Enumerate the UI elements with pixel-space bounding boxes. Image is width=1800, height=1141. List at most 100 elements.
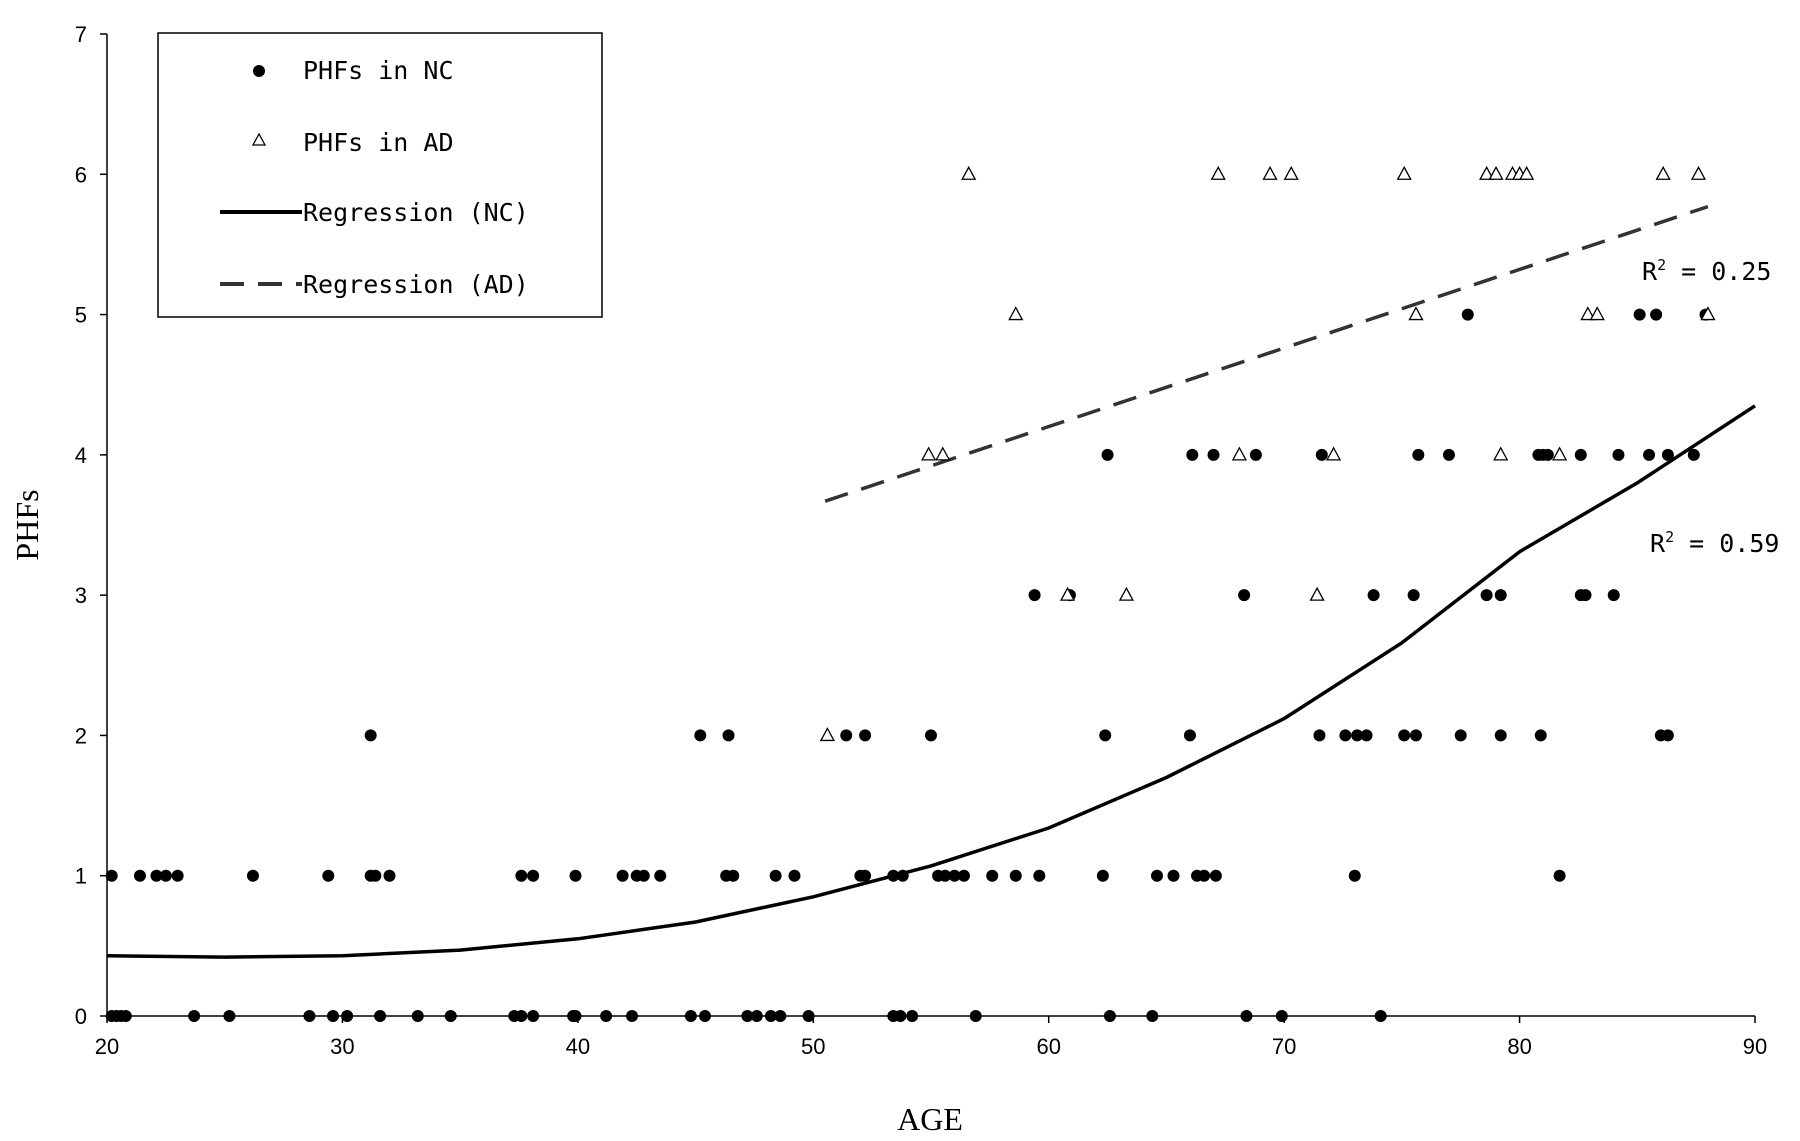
nc-data-point [150, 869, 163, 882]
nc-data-point [1183, 729, 1196, 742]
ad-data-point [1488, 165, 1504, 180]
nc-data-point [159, 869, 172, 882]
legend-nc-label: PHFs in NC [303, 56, 454, 85]
nc-data-point [1398, 729, 1411, 742]
ad-data-point [1283, 165, 1299, 180]
ad-data-point [1309, 586, 1325, 601]
ad-data-point [1493, 446, 1509, 461]
nc-data-point [1633, 308, 1646, 321]
nc-data-point [859, 869, 872, 882]
nc-data-point [616, 869, 629, 882]
nc-data-point [1534, 729, 1547, 742]
nc-data-point [1607, 589, 1620, 602]
nc-data-point [1494, 589, 1507, 602]
nc-data-point [1198, 869, 1211, 882]
nc-data-point [1661, 729, 1674, 742]
ad-data-point [935, 446, 951, 461]
nc-data-point [896, 869, 909, 882]
nc-data-point [1351, 729, 1364, 742]
nc-regression-line [106, 404, 1756, 959]
ad-data-point [1118, 586, 1134, 601]
y-axis-ticks: 0 1 2 3 4 5 6 7 [75, 22, 107, 1029]
nc-data-point [1315, 448, 1328, 461]
nc-data-point [1167, 869, 1180, 882]
ad-data-point [1059, 586, 1076, 601]
nc-data-point [1360, 729, 1373, 742]
nc-data-point [369, 869, 382, 882]
nc-r-squared-label: R2 = 0.59 [1650, 528, 1779, 558]
legend-box [157, 32, 603, 318]
legend-ad-label: PHFs in AD [303, 128, 454, 157]
nc-data-point [654, 869, 667, 882]
y-axis-title: PHFs [9, 489, 45, 560]
legend-ad-marker [251, 132, 267, 146]
nc-data-point [1238, 589, 1251, 602]
legend-ad-regression-label: Regression (AD) [303, 270, 529, 299]
nc-data-point [1643, 448, 1656, 461]
nc-data-point [1494, 729, 1507, 742]
x-tick-label: 60 [1036, 1034, 1060, 1059]
ad-data-point [1231, 446, 1248, 461]
ad-data-point [1008, 306, 1024, 321]
nc-data-point [569, 869, 582, 882]
nc-data-point [694, 729, 707, 742]
legend-nc-marker [253, 65, 265, 77]
nc-data-point [1339, 729, 1352, 742]
nc-data-point [1096, 869, 1109, 882]
nc-data-point [1249, 448, 1262, 461]
nc-data-point [1574, 448, 1587, 461]
nc-data-point [1407, 589, 1420, 602]
ad-data-point [1325, 446, 1342, 461]
ad-data-point [1690, 165, 1707, 180]
nc-data-point [1661, 448, 1674, 461]
x-tick-label: 90 [1743, 1034, 1767, 1059]
nc-data-point [1151, 869, 1164, 882]
nc-data-point [364, 729, 377, 742]
nc-data-point [840, 729, 853, 742]
y-tick-label: 2 [75, 723, 87, 748]
nc-data-point [788, 869, 801, 882]
nc-data-point [1028, 589, 1041, 602]
ad-data-point [1262, 165, 1278, 180]
x-tick-label: 30 [330, 1034, 354, 1059]
nc-data-point [1099, 729, 1112, 742]
ad-data-point [961, 165, 977, 180]
y-tick-label: 5 [75, 303, 87, 328]
x-tick-label: 70 [1272, 1034, 1296, 1059]
nc-data-point [1207, 448, 1220, 461]
ad-r-squared-label: R2 = 0.25 [1642, 256, 1771, 286]
nc-data-point [1579, 589, 1592, 602]
x-tick-label: 80 [1507, 1034, 1531, 1059]
regression-lines [106, 204, 1756, 959]
nc-data-point [1348, 869, 1361, 882]
y-tick-label: 7 [75, 22, 87, 47]
y-tick-label: 4 [75, 443, 87, 468]
nc-data-point [246, 869, 259, 882]
ad-data-point [1396, 165, 1412, 180]
x-axis-title: AGE [897, 1101, 963, 1137]
nc-data-point [1480, 589, 1493, 602]
y-tick-label: 1 [75, 864, 87, 889]
legend-nc-regression-label: Regression (NC) [303, 198, 529, 227]
ad-data-point [1700, 306, 1716, 321]
nc-data-point [1313, 729, 1326, 742]
ad-data-point [1210, 165, 1226, 180]
ad-data-point [1580, 306, 1596, 321]
nc-data-point [1209, 869, 1222, 882]
nc-data-point [1541, 448, 1554, 461]
nc-data-point [1367, 589, 1380, 602]
ad-regression-line [824, 204, 1709, 503]
legend: PHFs in NC PHFs in AD Regression (NC) Re… [157, 32, 603, 318]
x-tick-label: 20 [95, 1034, 119, 1059]
nc-data-point [1409, 729, 1422, 742]
nc-data-point [1033, 869, 1046, 882]
nc-data-point [1101, 448, 1114, 461]
y-tick-label: 6 [75, 162, 87, 187]
nc-data-point [171, 869, 184, 882]
ad-data-point [819, 727, 836, 742]
ad-data-point [1479, 165, 1495, 180]
nc-data-point [986, 869, 999, 882]
ad-data-point [1408, 306, 1424, 321]
nc-data-point [1650, 308, 1663, 321]
y-tick-label: 3 [75, 583, 87, 608]
